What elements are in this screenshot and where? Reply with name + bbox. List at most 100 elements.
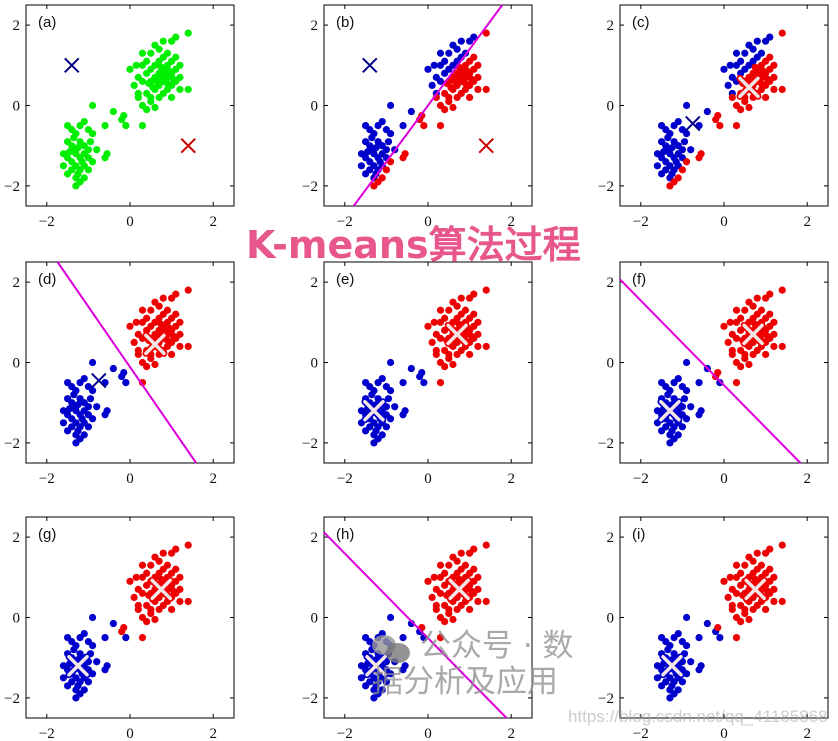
- data-point: [678, 423, 687, 431]
- data-point: [424, 65, 432, 73]
- centroid-blue-icon: [64, 57, 80, 74]
- data-point: [778, 541, 786, 549]
- data-point: [455, 575, 463, 583]
- data-point: [165, 67, 174, 75]
- data-point: [770, 342, 778, 351]
- data-point: [741, 561, 749, 569]
- y-tick-label: 0: [13, 99, 21, 115]
- y-tick-label: −2: [302, 436, 318, 452]
- panel-label: (h): [336, 526, 354, 543]
- data-point: [72, 439, 80, 447]
- data-point: [697, 662, 705, 670]
- data-point: [184, 597, 192, 606]
- data-point: [157, 320, 165, 328]
- data-point: [430, 573, 438, 581]
- data-point: [766, 310, 774, 318]
- data-point: [695, 379, 703, 387]
- overlay-title: K-means算法过程: [246, 223, 581, 267]
- data-point: [368, 391, 376, 399]
- data-point: [716, 122, 724, 130]
- panel-e: −2 0 2 2 0 −2 (e): [302, 261, 533, 487]
- centroid-blue-icon: [65, 653, 91, 679]
- data-point: [145, 79, 153, 87]
- watermark-url: https://blog.csdn.net/qq_41185868: [568, 707, 828, 726]
- plot-area: [357, 286, 490, 447]
- data-point: [461, 306, 470, 314]
- data-point: [668, 427, 676, 435]
- data-point: [766, 290, 774, 298]
- panel-label: (i): [632, 526, 645, 543]
- data-point: [176, 342, 184, 351]
- data-point: [762, 605, 770, 614]
- data-point: [143, 569, 151, 577]
- panel-label: (a): [38, 14, 56, 31]
- data-point: [384, 138, 393, 146]
- data-point: [737, 314, 745, 322]
- data-point: [732, 561, 741, 569]
- data-point: [420, 379, 428, 387]
- x-tick-label: 0: [720, 214, 728, 230]
- data-point: [449, 615, 457, 624]
- data-point: [463, 67, 472, 75]
- data-point: [170, 75, 178, 83]
- data-point: [468, 587, 476, 595]
- cross-mark: [478, 137, 494, 154]
- data-point: [778, 85, 786, 94]
- data-point: [778, 597, 786, 606]
- data-point: [138, 77, 147, 85]
- data-point: [80, 431, 88, 439]
- data-point: [749, 302, 757, 310]
- y-tick-label: −2: [598, 179, 614, 195]
- data-point: [168, 350, 176, 359]
- data-point: [664, 134, 672, 142]
- data-point: [88, 642, 97, 650]
- centroid-red-icon: [446, 576, 472, 602]
- data-point: [668, 682, 676, 690]
- data-point: [728, 605, 736, 614]
- data-point: [382, 166, 390, 174]
- data-point: [474, 597, 482, 606]
- data-point: [88, 387, 97, 395]
- data-point: [103, 407, 111, 415]
- data-point: [430, 318, 438, 326]
- data-point: [386, 415, 395, 423]
- data-point: [86, 395, 95, 403]
- data-point: [697, 407, 705, 415]
- data-point: [155, 605, 163, 614]
- data-point: [716, 634, 724, 642]
- centroid-red-icon: [478, 137, 494, 154]
- data-point: [724, 338, 732, 346]
- data-point: [143, 617, 151, 626]
- data-point: [668, 170, 676, 178]
- data-point: [724, 593, 732, 602]
- data-point: [778, 29, 786, 37]
- panel-label: (b): [336, 14, 354, 31]
- data-point: [741, 306, 749, 314]
- data-point: [64, 682, 72, 690]
- y-tick-label: 0: [607, 611, 615, 627]
- data-point: [176, 585, 184, 593]
- x-tick-label: 0: [424, 471, 432, 487]
- data-point: [741, 605, 749, 614]
- data-point: [418, 368, 426, 377]
- data-point: [764, 587, 772, 595]
- centroid-blue-icon: [659, 653, 685, 679]
- data-point: [364, 148, 372, 156]
- data-point: [378, 117, 386, 126]
- data-point: [159, 294, 167, 302]
- data-point: [176, 330, 184, 338]
- data-point: [660, 148, 668, 156]
- y-tick-label: 2: [607, 18, 615, 34]
- data-point: [687, 658, 695, 666]
- data-point: [88, 415, 97, 423]
- data-point: [430, 61, 438, 69]
- data-point: [170, 587, 178, 595]
- data-point: [745, 360, 753, 369]
- data-point: [453, 350, 461, 359]
- data-point: [441, 105, 449, 114]
- x-tick-label: −2: [337, 214, 353, 230]
- data-point: [378, 431, 386, 439]
- data-point: [482, 286, 490, 294]
- data-point: [109, 107, 117, 116]
- data-point: [726, 318, 734, 326]
